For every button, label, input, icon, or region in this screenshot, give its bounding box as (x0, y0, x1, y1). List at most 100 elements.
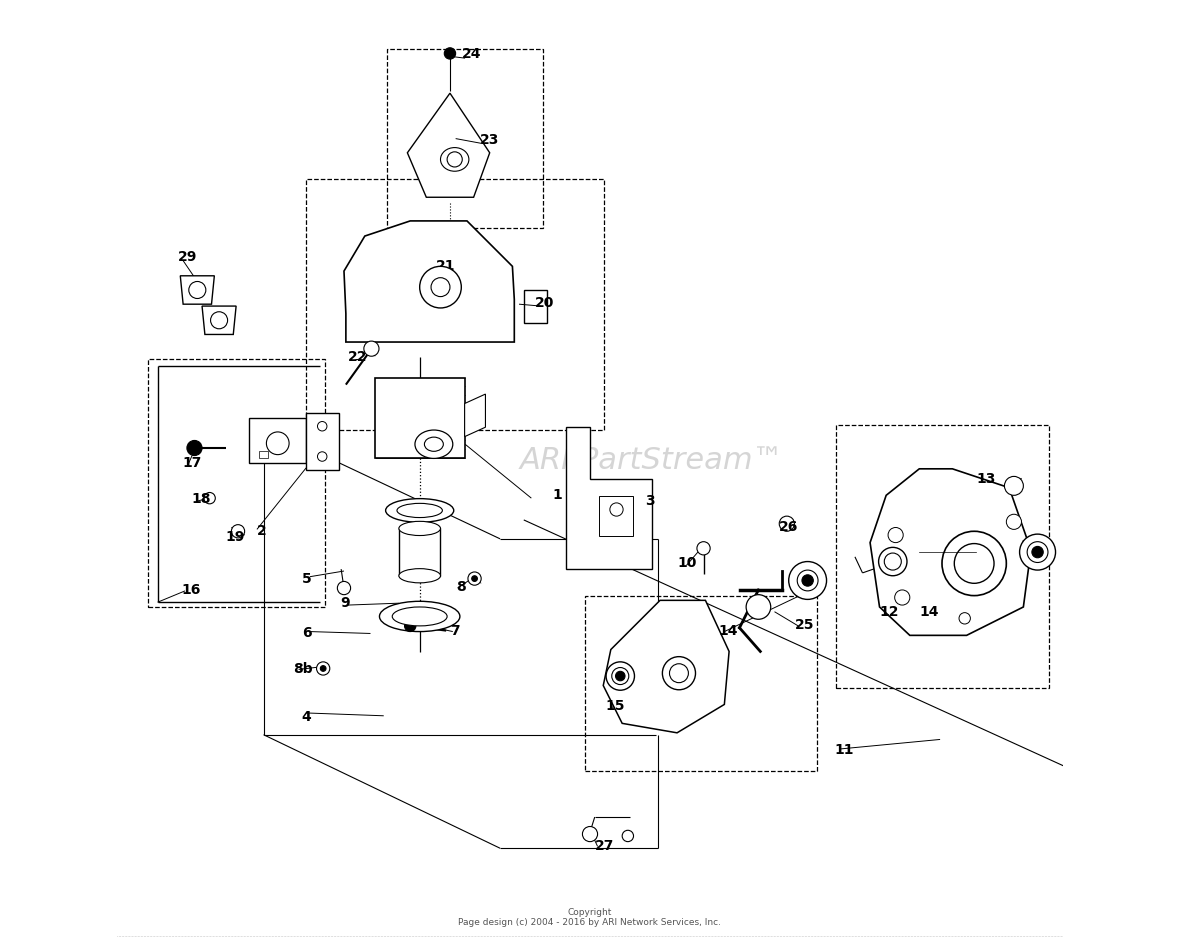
Text: 24: 24 (463, 47, 481, 62)
Text: 18: 18 (191, 493, 211, 506)
Ellipse shape (440, 148, 468, 171)
Text: 16: 16 (182, 583, 201, 597)
Circle shape (779, 516, 794, 531)
Polygon shape (407, 93, 490, 197)
Circle shape (1004, 476, 1023, 495)
Circle shape (802, 575, 813, 586)
Text: 22: 22 (348, 350, 367, 364)
Text: 19: 19 (225, 530, 245, 544)
Ellipse shape (399, 521, 440, 535)
Circle shape (317, 421, 327, 431)
Text: 9: 9 (340, 596, 349, 610)
Text: 27: 27 (595, 839, 614, 853)
Text: 15: 15 (1021, 539, 1040, 553)
Bar (249, 418, 306, 463)
Circle shape (189, 282, 205, 299)
Circle shape (420, 267, 461, 308)
Ellipse shape (1020, 534, 1056, 570)
Circle shape (186, 440, 202, 456)
Circle shape (445, 47, 455, 59)
Circle shape (431, 278, 450, 297)
Ellipse shape (607, 661, 635, 690)
Circle shape (363, 341, 379, 356)
Circle shape (894, 590, 910, 605)
Text: 15: 15 (605, 699, 624, 714)
Circle shape (616, 671, 625, 680)
Polygon shape (524, 290, 548, 323)
Bar (306, 413, 340, 470)
Ellipse shape (955, 544, 994, 584)
Text: 10: 10 (677, 556, 696, 570)
Text: 4: 4 (301, 710, 312, 724)
Ellipse shape (399, 568, 440, 583)
Circle shape (210, 312, 228, 328)
Text: 6: 6 (302, 625, 312, 640)
Ellipse shape (386, 498, 454, 522)
Text: 28: 28 (204, 307, 223, 321)
Ellipse shape (942, 531, 1007, 596)
Circle shape (337, 582, 350, 595)
Circle shape (447, 152, 463, 167)
Polygon shape (566, 427, 651, 569)
Text: 5: 5 (302, 571, 312, 586)
Text: 29: 29 (177, 250, 197, 264)
Polygon shape (870, 469, 1031, 636)
Text: 12: 12 (879, 605, 899, 619)
Ellipse shape (879, 548, 907, 576)
Text: 2: 2 (257, 524, 267, 538)
Text: 8b: 8b (293, 662, 313, 677)
Circle shape (583, 827, 597, 842)
Circle shape (320, 665, 326, 671)
Circle shape (316, 661, 329, 675)
Text: 8: 8 (455, 580, 465, 594)
Ellipse shape (415, 430, 453, 458)
Circle shape (622, 830, 634, 842)
Polygon shape (202, 307, 236, 334)
Circle shape (468, 572, 481, 586)
Circle shape (472, 576, 478, 582)
Text: ARI PartStream™: ARI PartStream™ (519, 446, 784, 474)
Ellipse shape (392, 607, 447, 626)
Text: 26: 26 (779, 520, 799, 534)
Ellipse shape (884, 553, 902, 570)
Polygon shape (603, 601, 729, 733)
Text: 23: 23 (480, 133, 499, 146)
Circle shape (267, 432, 289, 455)
Ellipse shape (396, 503, 442, 517)
Text: Copyright
Page design (c) 2004 - 2016 by ARI Network Services, Inc.: Copyright Page design (c) 2004 - 2016 by… (459, 907, 721, 927)
Circle shape (204, 493, 215, 504)
Circle shape (405, 621, 415, 632)
Ellipse shape (669, 663, 688, 682)
Text: 1: 1 (552, 489, 562, 502)
Text: 13: 13 (976, 473, 996, 486)
Text: 3: 3 (645, 494, 655, 508)
Bar (399, 529, 440, 576)
Text: 17: 17 (182, 456, 202, 470)
Text: 20: 20 (535, 296, 555, 310)
Ellipse shape (798, 570, 818, 591)
Ellipse shape (380, 602, 460, 632)
Text: 7: 7 (450, 623, 459, 638)
Text: 25: 25 (794, 618, 814, 632)
Circle shape (610, 503, 623, 516)
Circle shape (889, 528, 903, 543)
Circle shape (959, 613, 970, 624)
Ellipse shape (425, 437, 444, 452)
Bar (375, 378, 465, 458)
Text: 14: 14 (719, 623, 739, 638)
Polygon shape (181, 276, 215, 305)
Circle shape (1031, 547, 1043, 558)
Circle shape (317, 452, 327, 461)
Ellipse shape (788, 562, 826, 600)
Text: 14: 14 (919, 605, 939, 619)
Polygon shape (345, 221, 514, 342)
Bar (835, 425, 1049, 688)
Bar (585, 596, 817, 771)
Circle shape (1007, 514, 1022, 530)
Bar (149, 359, 324, 607)
Bar (306, 179, 604, 430)
Ellipse shape (611, 667, 629, 684)
Ellipse shape (662, 657, 695, 690)
Text: 11: 11 (834, 743, 853, 757)
Bar (387, 48, 543, 229)
